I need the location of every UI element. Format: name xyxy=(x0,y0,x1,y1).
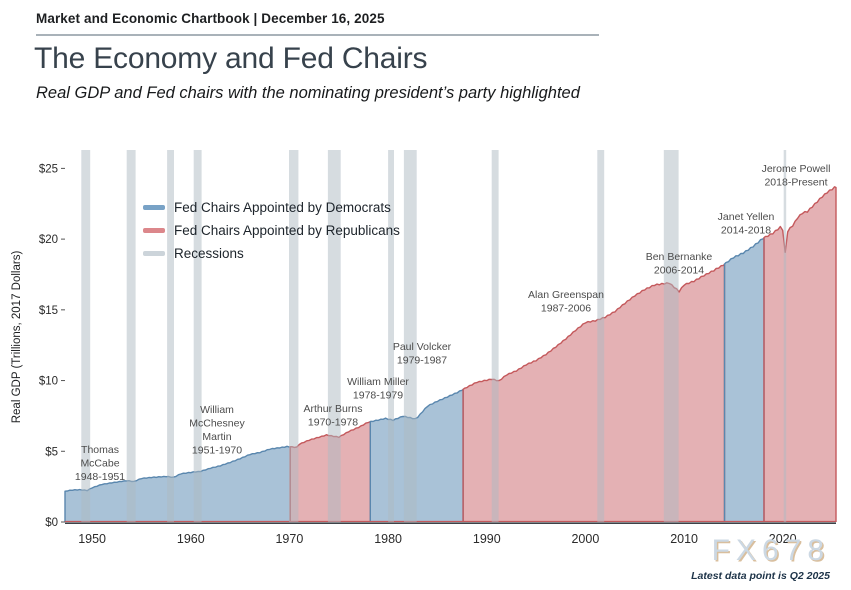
recession-band xyxy=(126,150,136,522)
x-tick-label: 2000 xyxy=(571,532,599,546)
x-tick-label: 1990 xyxy=(473,532,501,546)
gdp-area-fill-rep xyxy=(463,264,725,522)
x-tick-label: 2010 xyxy=(670,532,698,546)
legend-label: Fed Chairs Appointed by Republicans xyxy=(174,223,400,238)
legend-item-republicans: Fed Chairs Appointed by Republicans xyxy=(143,219,400,242)
gdp-area-fill-dem xyxy=(370,389,464,522)
recession-band xyxy=(388,150,394,522)
y-tick-label: $10 xyxy=(39,376,58,388)
x-tick-label: 1950 xyxy=(78,532,106,546)
legend-label: Recessions xyxy=(174,246,244,261)
recession-band xyxy=(403,150,417,522)
gdp-area-fill-dem xyxy=(724,237,764,523)
legend-item-recessions: Recessions xyxy=(143,242,400,265)
gdp-area-fill-rep xyxy=(764,186,836,523)
y-tick-label: $5 xyxy=(45,446,58,458)
chair-annotation: Arthur Burns 1970-1978 xyxy=(304,403,363,429)
recession-swatch-icon xyxy=(143,251,165,256)
gdp-line-dem xyxy=(723,237,765,522)
chart-legend: Fed Chairs Appointed by Democrats Fed Ch… xyxy=(143,196,400,265)
gdp-line-rep xyxy=(763,186,837,522)
recession-band xyxy=(597,150,605,522)
x-tick-label: 1980 xyxy=(374,532,402,546)
chair-annotation: Thomas McCabe 1948-1951 xyxy=(75,444,125,483)
chair-annotation: Janet Yellen 2014-2018 xyxy=(718,211,775,237)
kicker-divider xyxy=(36,34,599,36)
legend-label: Fed Chairs Appointed by Democrats xyxy=(174,200,391,215)
recession-band xyxy=(81,150,91,522)
latest-data-footnote: Latest data point is Q2 2025 xyxy=(691,570,830,582)
recession-band xyxy=(491,150,499,522)
chair-annotation: Ben Bernanke 2006-2014 xyxy=(646,251,713,277)
chair-annotation: William Miller 1978-1979 xyxy=(347,376,409,402)
legend-item-democrats: Fed Chairs Appointed by Democrats xyxy=(143,196,400,219)
gdp-line-rep xyxy=(462,263,726,522)
page-subtitle: Real GDP and Fed chairs with the nominat… xyxy=(36,84,580,102)
recession-band xyxy=(327,150,341,522)
report-kicker: Market and Economic Chartbook | December… xyxy=(36,11,385,26)
gdp-line-dem xyxy=(64,445,291,522)
chair-annotation: William McChesney Martin 1951-1970 xyxy=(189,404,245,457)
chair-annotation: Paul Volcker 1979-1987 xyxy=(393,341,452,367)
recession-band xyxy=(193,150,202,522)
page-title: The Economy and Fed Chairs xyxy=(34,42,428,75)
x-tick-label: 1960 xyxy=(177,532,205,546)
recession-band xyxy=(783,150,787,522)
gdp-area-fill-dem xyxy=(65,446,291,522)
recession-band xyxy=(167,150,174,522)
y-tick-label: $0 xyxy=(45,517,58,529)
recession-band xyxy=(663,150,679,522)
y-tick-label: $20 xyxy=(39,234,58,246)
recession-band xyxy=(289,150,299,522)
chair-annotation: Jerome Powell 2018-Present xyxy=(762,163,831,189)
y-axis-title: Real GDP (Trillions, 2017 Dollars) xyxy=(11,250,23,424)
x-tick-label: 1970 xyxy=(275,532,303,546)
republican-swatch-icon xyxy=(143,228,165,233)
x-tick-label: 2020 xyxy=(769,532,797,546)
chair-annotation: Alan Greenspan 1987-2006 xyxy=(528,289,604,315)
y-tick-label: $25 xyxy=(39,163,58,175)
fx678-watermark: FX678 xyxy=(711,534,830,567)
democrat-swatch-icon xyxy=(143,205,165,210)
y-tick-label: $15 xyxy=(39,305,58,317)
